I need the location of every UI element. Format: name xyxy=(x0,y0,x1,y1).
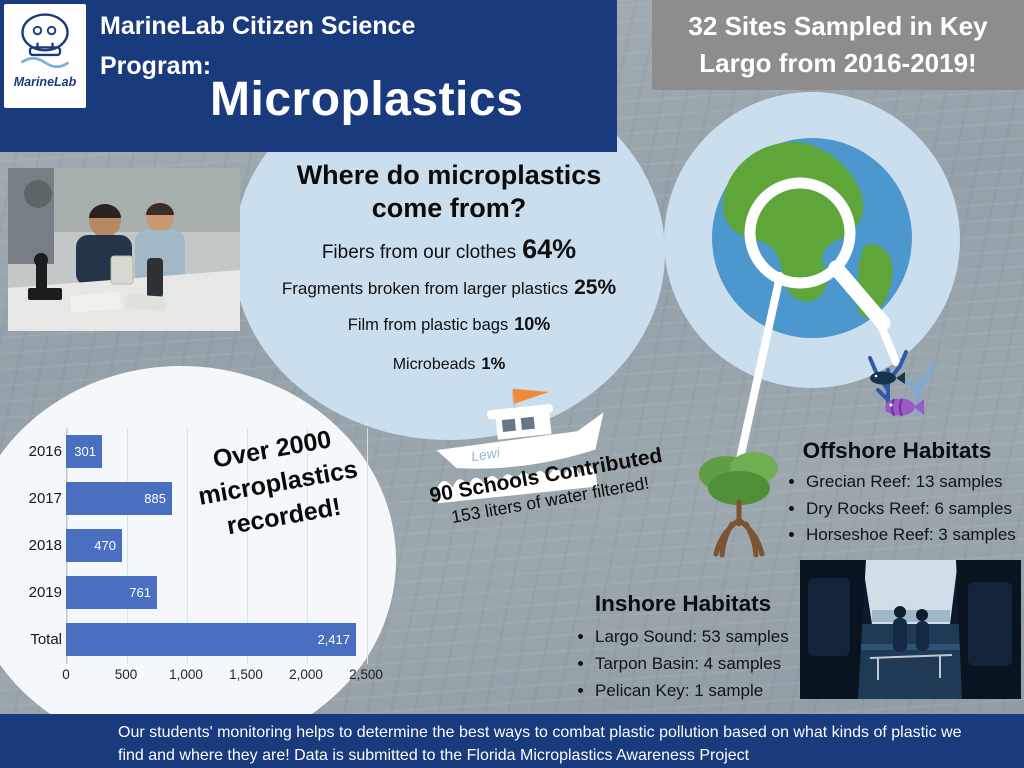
boat-icon: Lewi xyxy=(436,388,604,504)
source-item: Microbeads 1% xyxy=(210,355,688,375)
chart-bar-value: 470 xyxy=(94,538,116,553)
boat-flag-icon xyxy=(512,388,550,404)
chart-tick-label: 1,000 xyxy=(169,667,203,682)
chart-tick-label: 1,500 xyxy=(229,667,263,682)
source-item: Film from plastic bags 10% xyxy=(210,314,688,336)
sampling-sites-scene xyxy=(664,92,960,558)
chart-bar-value: 301 xyxy=(74,444,96,459)
chart-tick-label: 2,500 xyxy=(349,667,383,682)
fish-icon xyxy=(870,371,924,417)
source-label: Film from plastic bags xyxy=(347,315,509,334)
source-label: Microbeads xyxy=(392,356,476,374)
bar-chart-ticks: 0 500 1,000 1,500 2,000 2,500 xyxy=(18,667,383,687)
magnifier-icon xyxy=(744,177,891,331)
habitat-item: Largo Sound: 53 samples xyxy=(595,623,835,650)
students-photo xyxy=(8,168,240,331)
chart-category-label: 2018 xyxy=(28,537,62,554)
bar-chart-rows: 2016 301 2017 885 2018 470 2019 761 Total 2,417 xyxy=(18,428,378,663)
inshore-habitats-list: Largo Sound: 53 samplesTarpon Basin: 4 s… xyxy=(577,623,835,704)
source-percentage: 25% xyxy=(574,276,617,300)
callout-line-inshore xyxy=(734,272,784,472)
logo-label: MarineLab xyxy=(13,75,77,89)
footer-line1: Our students' monitoring helps to determ… xyxy=(118,724,962,741)
source-label: Fragments broken from larger plastics xyxy=(281,279,569,299)
source-percentage: 64% xyxy=(522,234,577,264)
chart-category-label: 2019 xyxy=(28,584,62,601)
sources-heading-line1: Where do microplastics xyxy=(296,160,602,190)
page-title: Microplastics xyxy=(210,73,524,126)
chart-row: 2018 470 xyxy=(18,522,378,569)
footer-line2: find and where they are! Data is submitt… xyxy=(118,747,750,764)
habitat-item: Tarpon Basin: 4 samples xyxy=(595,650,835,677)
sources-list: Fibers from our clothes 64% Fragments brok… xyxy=(210,233,688,375)
chart-row: Total 2,417 xyxy=(18,616,378,663)
globe-icon xyxy=(712,138,912,338)
habitat-item: Pelican Key: 1 sample xyxy=(595,677,835,704)
chart-bar: 885 xyxy=(66,482,172,515)
chart-tick-label: 2,000 xyxy=(289,667,323,682)
marinelab-habitat-icon xyxy=(20,13,70,69)
source-percentage: 10% xyxy=(514,313,551,334)
mangrove-tree-icon xyxy=(699,452,778,558)
inshore-habitats-heading: Inshore Habitats xyxy=(594,591,772,616)
footer: Our students' monitoring helps to determ… xyxy=(0,714,1024,768)
chart-bar-value: 761 xyxy=(129,585,151,600)
callout-line-offshore xyxy=(874,314,900,366)
chart-row: 2019 761 xyxy=(18,569,378,616)
chart-bar-value: 2,417 xyxy=(317,632,350,647)
source-percentage: 1% xyxy=(481,355,506,374)
offshore-habitats-heading: Offshore Habitats xyxy=(802,438,992,463)
source-item: Fibers from our clothes 64% xyxy=(210,233,688,265)
program-line2: Program: xyxy=(100,52,212,80)
chart-tick-label: 500 xyxy=(114,667,138,682)
marinelab-logo: MarineLab xyxy=(4,4,86,108)
habitat-item: Horseshoe Reef: 3 samples xyxy=(806,522,1024,549)
source-label: Fibers from our clothes xyxy=(321,242,517,263)
sources-heading: Where do microplastics come from? xyxy=(233,159,665,225)
chart-bar: 761 xyxy=(66,576,157,609)
header: MarineLab MarineLab Citizen Science Prog… xyxy=(0,0,617,152)
boat-name: Lewi xyxy=(470,444,502,464)
offshore-habitats-list: Grecian Reef: 13 samplesDry Rocks Reef: … xyxy=(788,469,1024,549)
chart-category-label: Total xyxy=(30,631,62,648)
habitat-item: Grecian Reef: 13 samples xyxy=(806,469,1024,496)
chart-bar-value: 885 xyxy=(144,491,166,506)
sites-banner: 32 Sites Sampled in Key Largo from 2016-… xyxy=(652,0,1024,90)
habitat-item: Dry Rocks Reef: 6 samples xyxy=(806,496,1024,523)
chart-tick-label: 0 xyxy=(62,667,70,682)
footer-text: Our students' monitoring helps to determ… xyxy=(118,721,1024,767)
chart-bar: 470 xyxy=(66,529,122,562)
chart-category-label: 2017 xyxy=(28,490,62,507)
source-item: Fragments broken from larger plastics 25% xyxy=(210,275,688,300)
chart-bar: 301 xyxy=(66,435,102,468)
program-title: MarineLab Citizen Science Program: xyxy=(100,6,415,86)
chart-row: 2017 885 xyxy=(18,475,378,522)
chart-row: 2016 301 xyxy=(18,428,378,475)
sources-heading-line2: come from? xyxy=(371,193,527,223)
bar-chart: 2016 301 2017 885 2018 470 2019 761 Total 2,417 0… xyxy=(18,428,383,687)
chart-category-label: 2016 xyxy=(28,443,62,460)
program-line1: MarineLab Citizen Science xyxy=(100,12,416,40)
divers-photo xyxy=(800,560,1021,699)
chart-bar: 2,417 xyxy=(66,623,356,656)
